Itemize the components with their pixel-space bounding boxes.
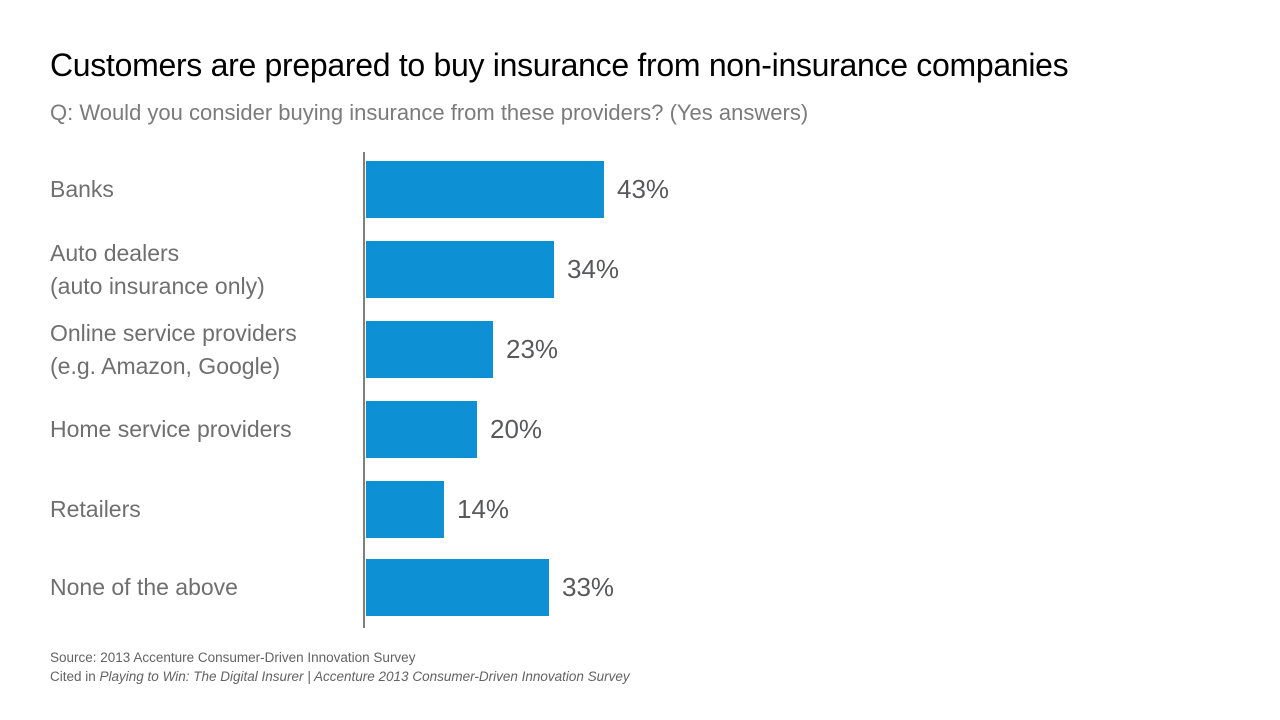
citation-reference: Playing to Win: The Digital Insurer | Ac… (99, 669, 630, 684)
chart-row: Auto dealers (auto insurance only) 34% (0, 240, 1280, 299)
bar (366, 401, 477, 458)
bar (366, 161, 604, 218)
source-line: Source: 2013 Accenture Consumer-Driven I… (50, 650, 416, 665)
chart-baseline-axis (363, 152, 365, 628)
footer: Source: 2013 Accenture Consumer-Driven I… (50, 648, 630, 686)
category-label-line: Auto dealers (50, 239, 180, 266)
citation-line: Cited in Playing to Win: The Digital Ins… (50, 667, 630, 686)
category-label-line: (auto insurance only) (50, 272, 265, 299)
category-label-line: None of the above (50, 574, 238, 600)
category-label: Online service providers (e.g. Amazon, Go… (50, 320, 355, 379)
value-label: 33% (562, 572, 615, 602)
value-label: 23% (506, 334, 559, 364)
category-label-line: Home service providers (50, 416, 292, 442)
value-label: 34% (567, 254, 620, 284)
category-label-line: Banks (50, 176, 114, 202)
chart-row: Banks 43% (0, 161, 1280, 218)
category-label: Retailers (50, 481, 355, 538)
bar (366, 559, 549, 616)
value-label: 43% (617, 174, 670, 204)
chart-row: Retailers 14% (0, 481, 1280, 538)
bar (366, 241, 554, 298)
chart-row: Home service providers 20% (0, 401, 1280, 458)
category-label-line: Online service providers (50, 319, 297, 346)
survey-question: Q: Would you consider buying insurance f… (50, 100, 809, 125)
slide-title: Customers are prepared to buy insurance … (50, 47, 1069, 83)
citation-prefix: Cited in (50, 669, 100, 684)
value-label: 14% (457, 494, 510, 524)
category-label: Banks (50, 161, 355, 218)
category-label-line: (e.g. Amazon, Google) (50, 352, 281, 379)
category-label: Auto dealers (auto insurance only) (50, 240, 355, 299)
category-label: None of the above (50, 559, 355, 616)
category-label: Home service providers (50, 401, 355, 458)
bar (366, 481, 444, 538)
value-label: 20% (490, 414, 543, 444)
chart-row: Online service providers (e.g. Amazon, Go… (0, 320, 1280, 379)
bar (366, 321, 493, 378)
chart-row: None of the above 33% (0, 559, 1280, 616)
category-label-line: Retailers (50, 496, 141, 522)
